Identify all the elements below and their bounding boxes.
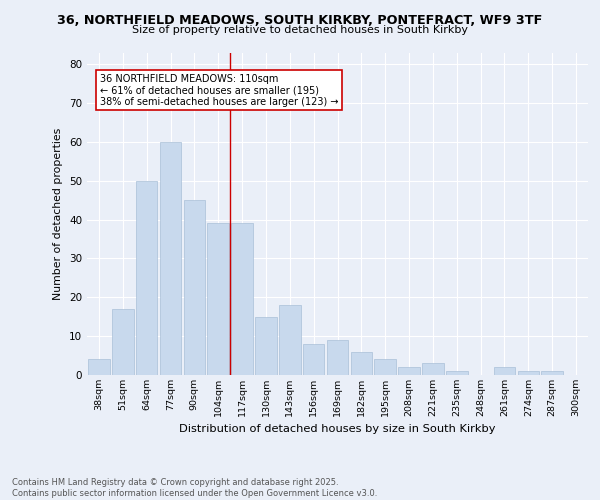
Bar — [136, 180, 157, 375]
Bar — [112, 309, 134, 375]
Bar — [518, 371, 539, 375]
Bar — [255, 316, 277, 375]
Y-axis label: Number of detached properties: Number of detached properties — [53, 128, 64, 300]
Bar — [232, 224, 253, 375]
Bar — [160, 142, 181, 375]
Bar — [541, 371, 563, 375]
Bar — [350, 352, 372, 375]
Text: 36, NORTHFIELD MEADOWS, SOUTH KIRKBY, PONTEFRACT, WF9 3TF: 36, NORTHFIELD MEADOWS, SOUTH KIRKBY, PO… — [58, 14, 542, 27]
Text: 36 NORTHFIELD MEADOWS: 110sqm
← 61% of detached houses are smaller (195)
38% of : 36 NORTHFIELD MEADOWS: 110sqm ← 61% of d… — [100, 74, 338, 107]
Bar — [374, 360, 396, 375]
Bar — [494, 367, 515, 375]
Bar — [279, 305, 301, 375]
Text: Size of property relative to detached houses in South Kirkby: Size of property relative to detached ho… — [132, 25, 468, 35]
Bar — [327, 340, 348, 375]
Bar — [422, 364, 443, 375]
Text: Contains HM Land Registry data © Crown copyright and database right 2025.
Contai: Contains HM Land Registry data © Crown c… — [12, 478, 377, 498]
Bar — [398, 367, 420, 375]
Bar — [88, 360, 110, 375]
X-axis label: Distribution of detached houses by size in South Kirkby: Distribution of detached houses by size … — [179, 424, 496, 434]
Bar — [303, 344, 325, 375]
Bar — [184, 200, 205, 375]
Bar — [208, 224, 229, 375]
Bar — [446, 371, 467, 375]
